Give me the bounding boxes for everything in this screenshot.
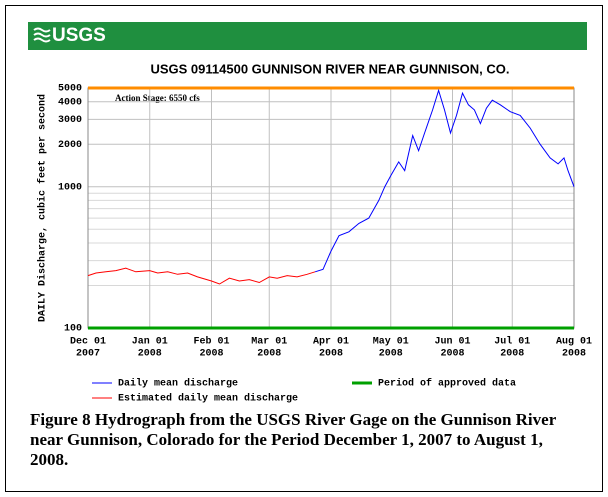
y-tick-label: 2000: [58, 140, 82, 151]
caption: Figure 8 Hydrograph from the USGS River …: [30, 410, 556, 469]
y-tick-label: 5000: [58, 84, 82, 95]
x-tick-label: 2008: [319, 349, 343, 360]
x-tick-label: Aug 01: [556, 337, 592, 348]
x-tick-label: Jul 01: [494, 336, 530, 348]
series-line: [314, 88, 575, 273]
x-tick-label: 2008: [257, 349, 281, 360]
y-tick-label: 4000: [58, 97, 82, 108]
header-bar: [28, 22, 587, 50]
y-tick-label: 100: [64, 324, 82, 335]
x-tick-label: Jun 01: [434, 337, 470, 348]
legend-label: Period of approved data: [378, 378, 516, 390]
x-tick-label: 2008: [199, 349, 223, 360]
x-tick-label: 2008: [379, 349, 403, 360]
legend-label: Estimated daily mean discharge: [118, 393, 298, 405]
x-tick-label: 2008: [562, 349, 586, 360]
logo-waves: [33, 27, 51, 43]
x-tick-label: Apr 01: [313, 337, 349, 348]
chart-title: USGS 09114500 GUNNISON RIVER NEAR GUNNIS…: [150, 61, 509, 76]
y-axis-label: DAILY Discharge, cubic feet per second: [37, 94, 49, 322]
x-tick-label: 2008: [500, 349, 524, 360]
y-tick-label: 3000: [58, 115, 82, 126]
x-tick-label: Mar 01: [251, 337, 287, 348]
x-tick-label: Dec 01: [70, 337, 106, 348]
x-tick-label: Jan 01: [132, 337, 168, 348]
x-tick-label: 2008: [138, 349, 162, 360]
x-tick-label: Feb 01: [193, 336, 229, 348]
x-tick-label: May 01: [373, 337, 409, 348]
legend-label: Daily mean discharge: [118, 378, 238, 390]
series-line: [87, 267, 316, 285]
y-tick-label: 1000: [58, 182, 82, 193]
logo: USGS: [52, 25, 106, 46]
x-tick-label: 2007: [76, 349, 100, 360]
annotation: Action Stage: 6550 cfs: [115, 93, 200, 103]
x-tick-label: 2008: [440, 349, 464, 360]
